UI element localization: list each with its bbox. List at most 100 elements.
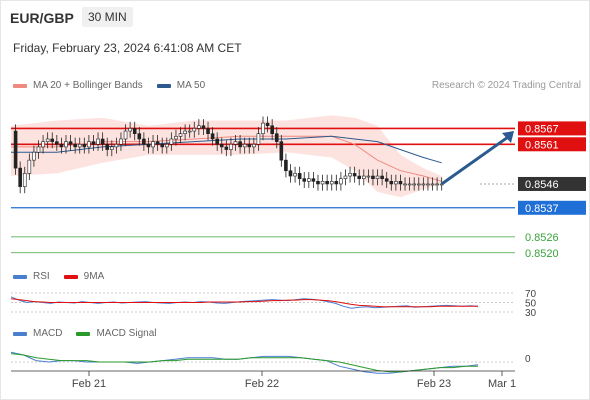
candle-body <box>238 141 242 148</box>
candle-body <box>13 130 18 169</box>
candle-body <box>329 181 334 185</box>
candle-body <box>197 125 201 129</box>
legend-swatch-ma20 <box>13 83 27 88</box>
candle-body <box>22 173 27 187</box>
candle-body <box>187 130 192 133</box>
timestamp: Friday, February 23, 2024 6:41:08 AM CET <box>13 41 242 55</box>
candle-body <box>146 143 151 148</box>
candle-body <box>100 138 105 145</box>
candle-body <box>59 143 64 148</box>
candle-body <box>297 173 302 179</box>
candle-body <box>55 141 59 145</box>
candle-body <box>114 143 119 148</box>
symbol-title: EUR/GBP <box>10 10 74 26</box>
candle-body <box>128 128 132 132</box>
candle-body <box>233 141 238 145</box>
legend-swatch-macd-signal <box>76 331 91 336</box>
candle-body <box>252 143 256 148</box>
candle-body <box>412 183 417 186</box>
candle-body <box>316 181 320 185</box>
candle-body <box>311 178 316 182</box>
candle-body <box>339 178 343 185</box>
candle-body <box>279 141 284 161</box>
rsi-tick-70: 70 <box>525 289 537 300</box>
candle-body <box>270 125 274 134</box>
level-box-0.8561 <box>518 137 586 152</box>
candle-body <box>87 141 91 148</box>
candle-body <box>45 138 50 142</box>
x-tick-label: Feb 22 <box>245 378 279 390</box>
level-label-0.8537: 0.8537 <box>525 203 559 215</box>
candle-body <box>224 146 229 150</box>
candle-body <box>215 138 219 145</box>
candle-body <box>178 133 183 137</box>
level-label-0.8520: 0.8520 <box>525 248 559 260</box>
candle-body <box>261 122 265 134</box>
candle-body <box>73 143 77 148</box>
candle-body <box>206 128 210 134</box>
candle-body <box>219 143 224 148</box>
candle-body <box>421 183 426 186</box>
legend-swatch-rsi-ma <box>63 274 78 279</box>
candle-body <box>105 143 110 150</box>
candle-body <box>357 175 362 179</box>
candle-body <box>132 128 137 134</box>
candle-body <box>389 181 394 185</box>
candle-body <box>68 141 73 145</box>
candle-body <box>64 141 68 148</box>
candle-body <box>96 138 100 145</box>
candle-body <box>36 146 41 153</box>
candle-body <box>151 141 155 148</box>
x-tick-label: Feb 21 <box>72 378 106 390</box>
forecast-arrow-head <box>502 131 514 144</box>
candle-body <box>119 138 123 145</box>
candle-body <box>343 175 348 179</box>
candle-body <box>380 175 384 179</box>
rsi-ma-line <box>10 298 478 308</box>
level-box-0.8567 <box>518 121 586 136</box>
candle-body <box>50 138 55 142</box>
interval-badge[interactable]: 30 MIN <box>82 7 133 27</box>
legend-swatch-rsi <box>13 274 27 279</box>
candle-body <box>361 175 366 179</box>
level-label-0.8567: 0.8567 <box>525 123 559 135</box>
candle-body <box>110 146 114 150</box>
level-label-0.8561: 0.8561 <box>525 139 559 151</box>
candle-body <box>82 143 87 148</box>
legend-label-ma50: MA 50 <box>176 80 206 91</box>
candle-body <box>430 183 435 186</box>
candle-body <box>403 183 407 186</box>
candle-body <box>288 170 293 177</box>
level-box-0.8537 <box>518 200 586 215</box>
candle-body <box>137 133 142 140</box>
candle-body <box>242 143 247 148</box>
candle-body <box>41 141 45 148</box>
candle-body <box>32 151 36 161</box>
candle-body <box>201 125 206 129</box>
level-label-0.8526: 0.8526 <box>525 232 559 244</box>
candle-body <box>192 128 197 132</box>
candle-body <box>302 178 307 182</box>
x-tick-label: Mar 1 <box>488 378 516 390</box>
candle-body <box>284 159 288 172</box>
macd-line <box>10 351 479 374</box>
level-box-0.8546 <box>518 176 586 191</box>
legend-macd: MACD MACD Signal <box>13 328 156 339</box>
candle-body <box>348 173 352 177</box>
candle-body <box>123 130 128 140</box>
candle-body <box>416 183 421 186</box>
candle-body <box>293 173 297 177</box>
candle-body <box>169 138 174 145</box>
candle-body <box>384 178 389 182</box>
candle-body <box>174 136 178 140</box>
candle-body <box>375 175 380 179</box>
candle-body <box>371 175 375 179</box>
candle-body <box>183 130 187 134</box>
candle-body <box>256 133 261 145</box>
macd-signal-line <box>10 353 478 373</box>
candle-body <box>426 183 430 186</box>
legend-swatch-macd <box>13 331 27 336</box>
candle-body <box>77 143 82 148</box>
candle-body <box>398 181 403 185</box>
